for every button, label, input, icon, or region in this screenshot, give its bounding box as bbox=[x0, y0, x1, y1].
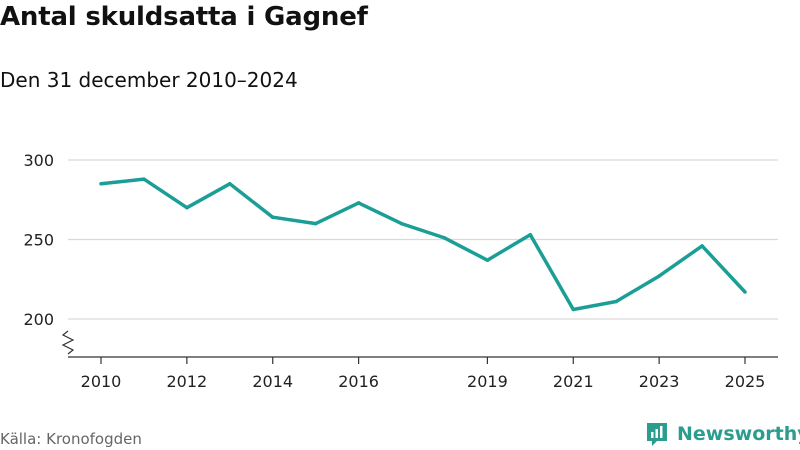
x-tick-label: 2021 bbox=[553, 372, 594, 391]
source-note: Källa: Kronofogden bbox=[0, 430, 142, 448]
data-point-2013 bbox=[228, 182, 232, 186]
data-point-2010 bbox=[99, 182, 103, 186]
data-point-2017 bbox=[399, 221, 404, 226]
tick-labels: 200 250 300 2010 2012 2014 2016 2019 2021 2023 202… bbox=[23, 151, 765, 391]
data-point-2014 bbox=[270, 215, 275, 219]
data-point-2021 bbox=[571, 307, 576, 312]
data-point-2024 bbox=[700, 244, 704, 248]
x-tick-label: 2019 bbox=[467, 372, 508, 391]
chart-subtitle: Den 31 december 2010–2024 bbox=[0, 68, 298, 92]
gridlines bbox=[68, 159, 778, 320]
series-line bbox=[100, 177, 747, 312]
data-point-2012 bbox=[185, 205, 189, 210]
data-point-2016 bbox=[356, 201, 361, 205]
x-tick-label: 2023 bbox=[639, 372, 680, 391]
data-point-2018 bbox=[442, 236, 447, 240]
y-tick-label: 300 bbox=[23, 151, 54, 170]
data-point-2015 bbox=[313, 221, 318, 226]
data-point-2022 bbox=[614, 299, 618, 304]
data-point-2023 bbox=[657, 274, 661, 278]
x-tick-label: 2025 bbox=[725, 372, 766, 391]
data-point-2020 bbox=[528, 232, 533, 237]
axis-break-icon bbox=[61, 330, 75, 355]
brand-name: Newsworthy bbox=[677, 423, 800, 445]
newsworthy-logo-icon bbox=[647, 423, 667, 446]
x-tick-label: 2012 bbox=[167, 372, 208, 391]
y-tick-label: 200 bbox=[23, 310, 54, 329]
x-tick-label: 2014 bbox=[252, 372, 293, 391]
brand-logo: Newsworthy bbox=[645, 421, 800, 447]
x-axis bbox=[61, 330, 778, 364]
x-tick-label: 2016 bbox=[338, 372, 379, 391]
y-tick-label: 250 bbox=[23, 231, 54, 250]
data-point-2019 bbox=[485, 258, 490, 262]
x-tick-label: 2010 bbox=[81, 372, 122, 391]
series bbox=[99, 177, 747, 312]
data-point-2025 bbox=[743, 290, 747, 294]
data-point-2011 bbox=[142, 177, 146, 181]
chart-title: Antal skuldsatta i Gagnef bbox=[0, 2, 368, 32]
